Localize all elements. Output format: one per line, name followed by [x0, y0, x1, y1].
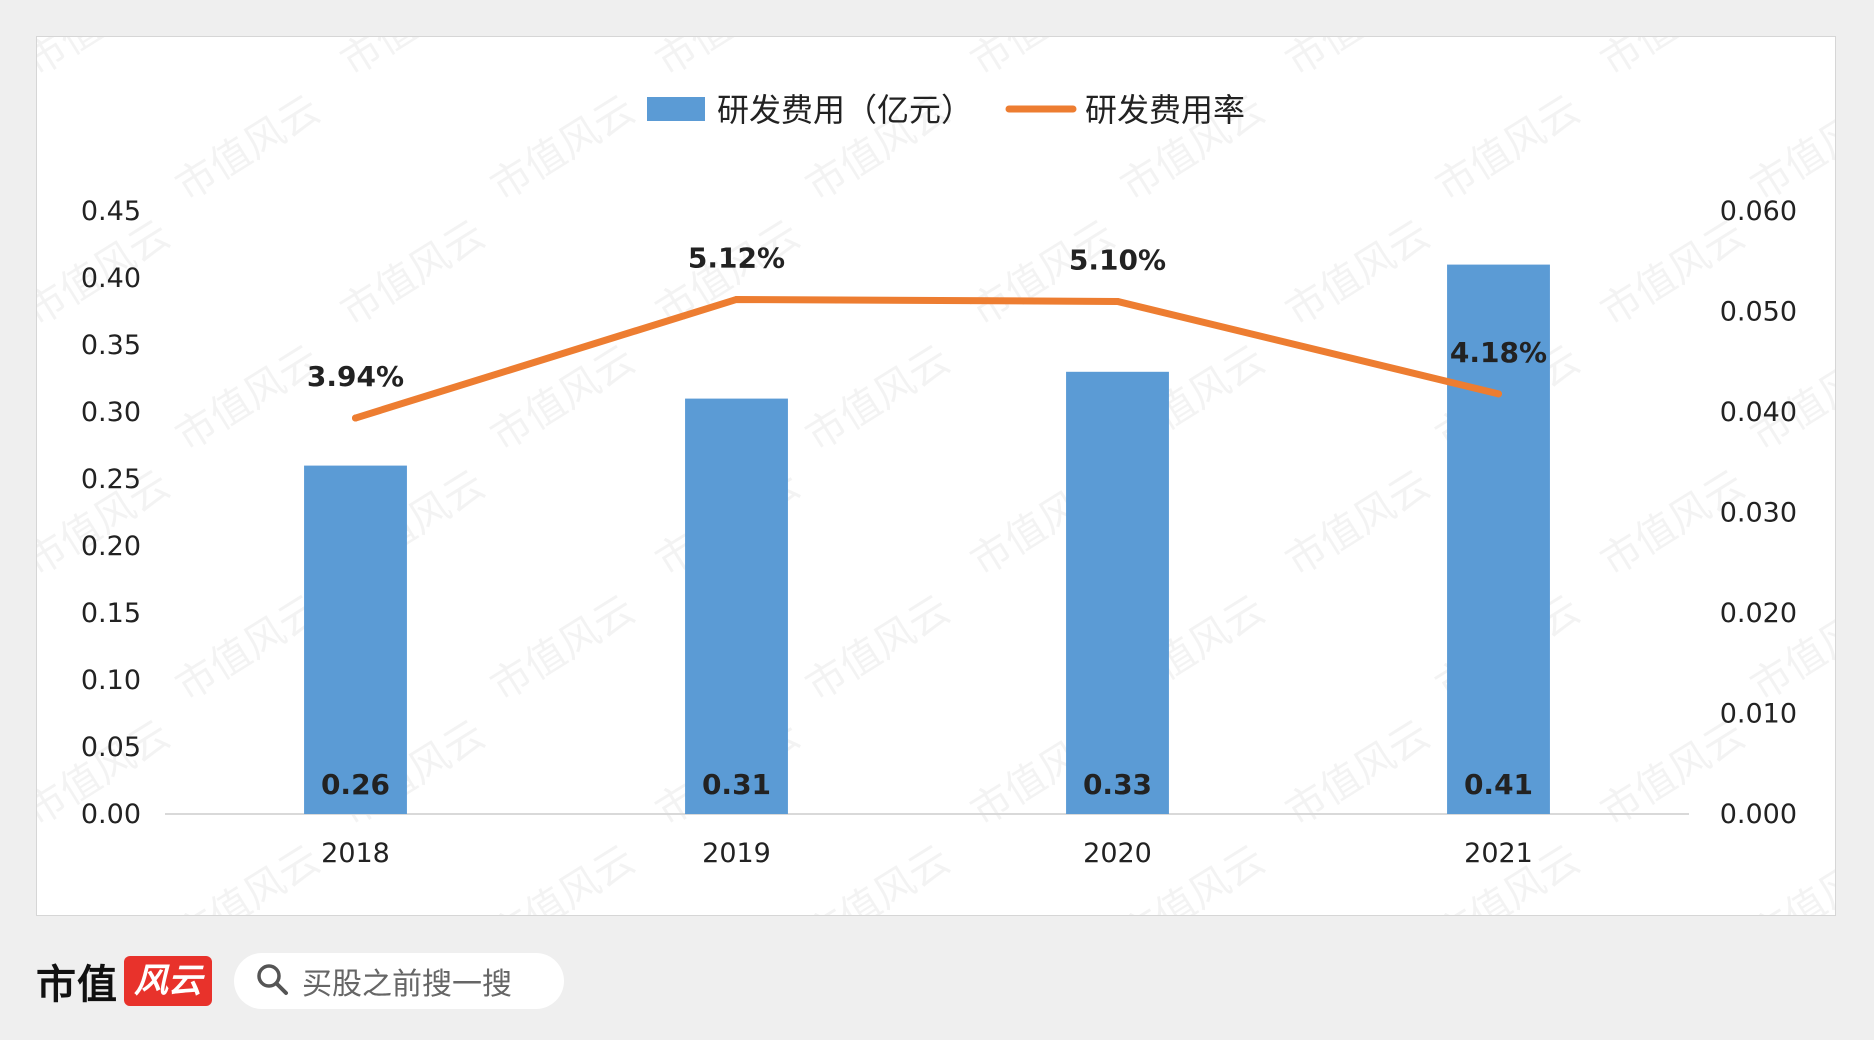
- footer: 市值 风云 买股之前搜一搜: [36, 950, 564, 1012]
- y-right-tick-label: 0.060: [1720, 196, 1797, 227]
- bar: [1447, 264, 1550, 815]
- axis-layer: 0.00 0.05 0.10 0.15 0.20 0.25 0.30 0.35 0.40 0.45…: [81, 196, 1797, 869]
- line-value-label: 5.10%: [1069, 243, 1166, 276]
- line-point: [352, 414, 359, 422]
- x-tick-label: 2021: [1464, 838, 1533, 869]
- bar-value-label: 0.33: [1083, 768, 1152, 801]
- y-left-tick-label: 0.30: [81, 397, 141, 428]
- bar: [1066, 371, 1169, 814]
- legend-line-label: 研发费用率: [1085, 91, 1245, 129]
- legend: 研发费用（亿元） 研发费用率: [647, 91, 1245, 129]
- search-placeholder: 买股之前搜一搜: [302, 967, 512, 1002]
- brand-name: 市值: [36, 961, 118, 1008]
- x-tick-label: 2019: [702, 838, 771, 869]
- bar-value-label: 0.41: [1464, 768, 1533, 801]
- bar-value-label: 0.31: [702, 768, 771, 801]
- legend-bar-label: 研发费用（亿元）: [717, 91, 973, 129]
- line-layer: [352, 295, 1502, 422]
- chart: 市值风云市值风云市值风云市值风云市值风云市值风云市值风云市值风云市值风云市值风云…: [37, 37, 1835, 915]
- y-left-tick-label: 0.35: [81, 330, 141, 361]
- y-left-tick-label: 0.00: [81, 799, 141, 830]
- y-right-tick-label: 0.030: [1720, 498, 1797, 529]
- brand-badge: 风云: [124, 956, 212, 1006]
- bar: [304, 465, 407, 814]
- y-left-tick-label: 0.05: [81, 732, 141, 763]
- y-right-tick-label: 0.000: [1720, 799, 1797, 830]
- y-left-tick-label: 0.40: [81, 263, 141, 294]
- brand-logo: 市值 风云: [36, 952, 212, 1010]
- legend-bar-swatch: [647, 97, 705, 121]
- y-left-tick-label: 0.15: [81, 598, 141, 629]
- search-box[interactable]: 买股之前搜一搜: [234, 953, 564, 1009]
- line-value-label: 3.94%: [307, 360, 404, 393]
- label-layer: 0.26 0.31 0.33 0.41 3.94% 5.12% 5.10% 4.18%: [307, 241, 1547, 801]
- line-value-label: 4.18%: [1450, 336, 1547, 369]
- bar-layer: [304, 264, 1550, 815]
- rate-line: [352, 295, 1502, 422]
- bar: [685, 398, 788, 814]
- line-point: [733, 295, 740, 303]
- chart-panel: 市值风云市值风云市值风云市值风云市值风云市值风云市值风云市值风云市值风云市值风云…: [36, 36, 1836, 916]
- y-left-tick-label: 0.20: [81, 531, 141, 562]
- y-right-tick-label: 0.040: [1720, 397, 1797, 428]
- search-icon: [254, 961, 290, 1001]
- y-left-tick-label: 0.10: [81, 665, 141, 696]
- line-point: [1495, 390, 1502, 398]
- line-point: [1114, 297, 1121, 305]
- y-left-tick-label: 0.45: [81, 196, 141, 227]
- x-tick-label: 2018: [321, 838, 390, 869]
- y-right-tick-label: 0.050: [1720, 297, 1797, 328]
- y-right-tick-label: 0.010: [1720, 699, 1797, 730]
- y-right-tick-label: 0.020: [1720, 598, 1797, 629]
- bar-value-label: 0.26: [321, 768, 390, 801]
- line-value-label: 5.12%: [688, 241, 785, 274]
- x-tick-label: 2020: [1083, 838, 1152, 869]
- y-left-tick-label: 0.25: [81, 464, 141, 495]
